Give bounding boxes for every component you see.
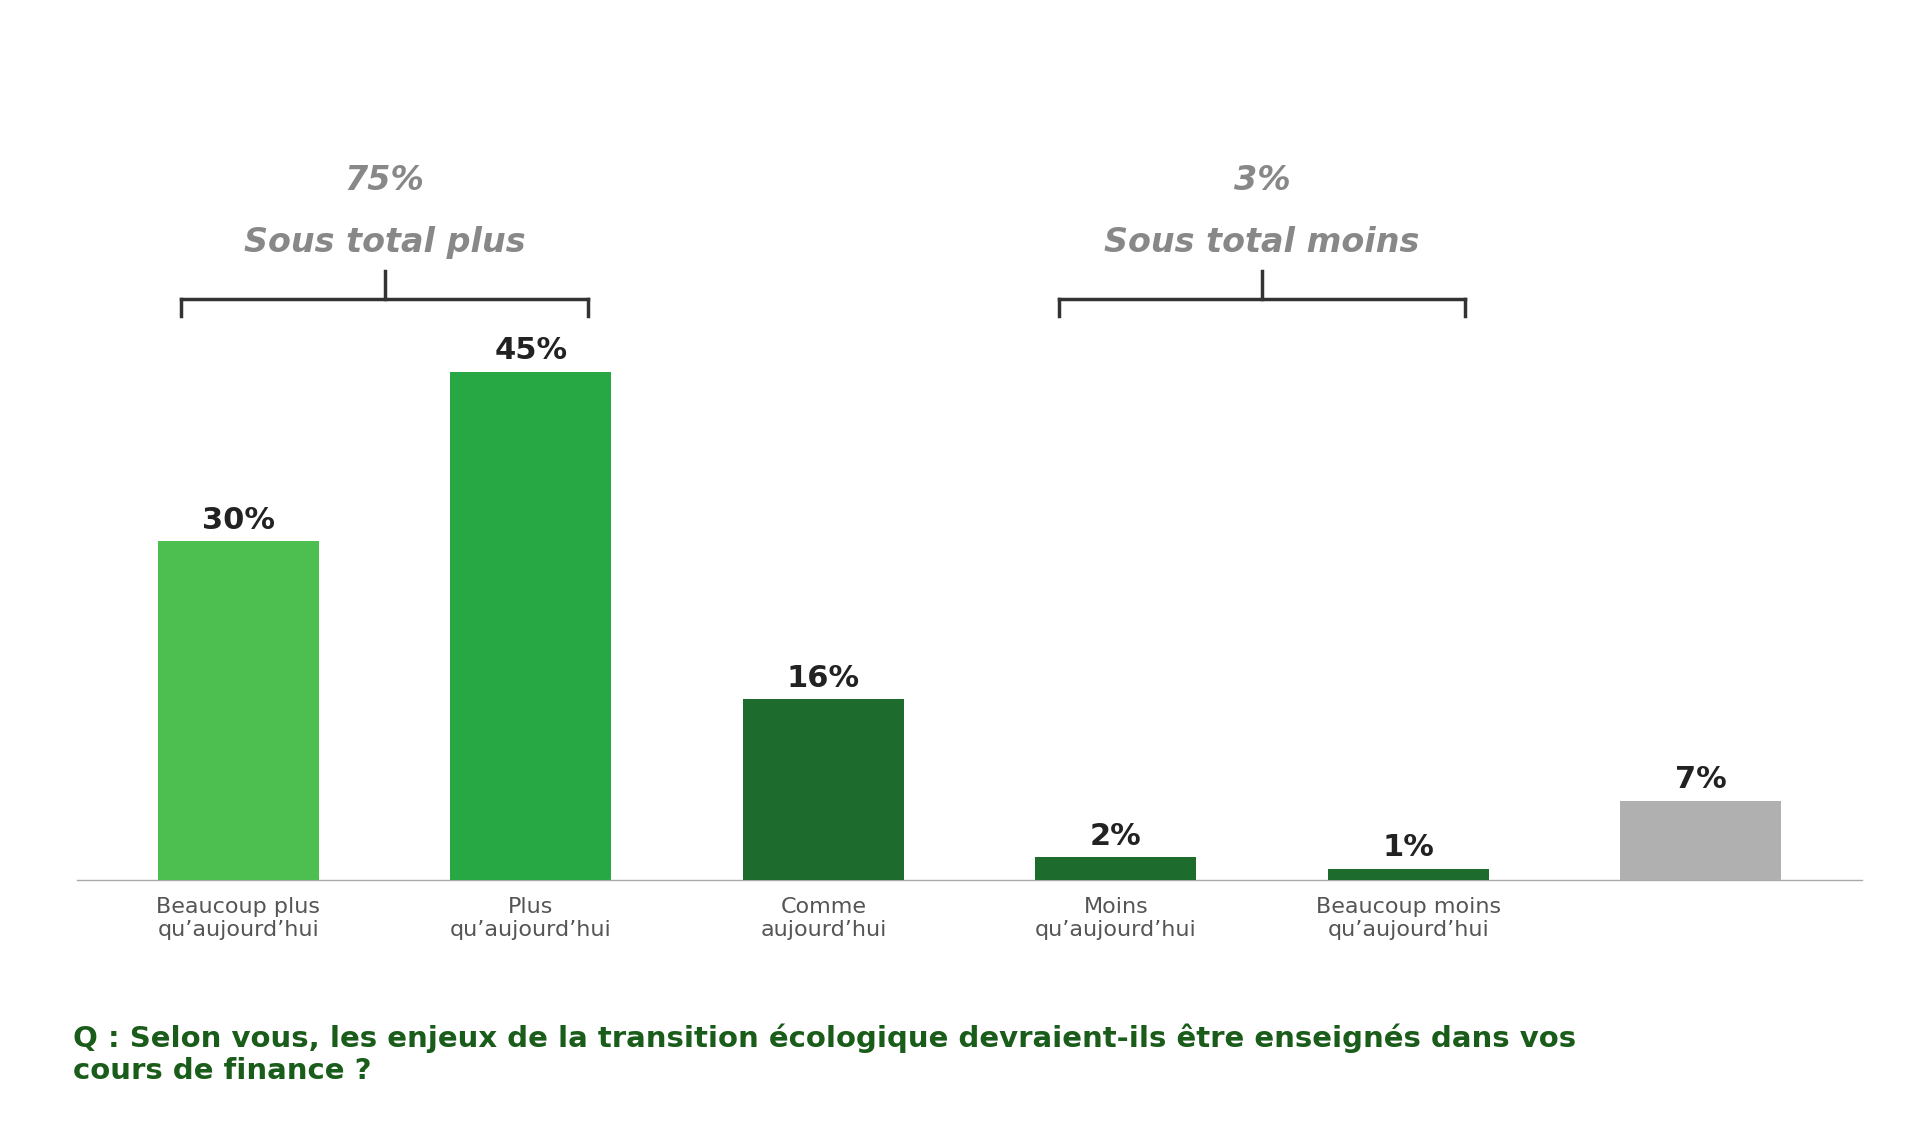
Bar [743, 699, 904, 880]
Text: 1%: 1% [1382, 832, 1434, 862]
Text: 75%: 75% [344, 165, 424, 197]
Bar [1035, 857, 1196, 880]
Text: Sous total plus: Sous total plus [244, 227, 526, 259]
Text: 45%: 45% [493, 336, 568, 365]
Text: 7%: 7% [1674, 765, 1726, 794]
Text: Sous total moins: Sous total moins [1104, 227, 1419, 259]
Text: Q : Selon vous, les enjeux de la transition écologique devraient-ils être enseig: Q : Selon vous, les enjeux de la transit… [73, 1023, 1576, 1085]
Text: 2%: 2% [1091, 821, 1142, 851]
Bar [1329, 869, 1488, 880]
Bar [1620, 801, 1782, 880]
Bar [157, 541, 319, 880]
Text: 30%: 30% [202, 505, 275, 535]
Text: 16%: 16% [787, 663, 860, 693]
Text: 3%: 3% [1235, 165, 1290, 197]
Bar [451, 372, 611, 880]
